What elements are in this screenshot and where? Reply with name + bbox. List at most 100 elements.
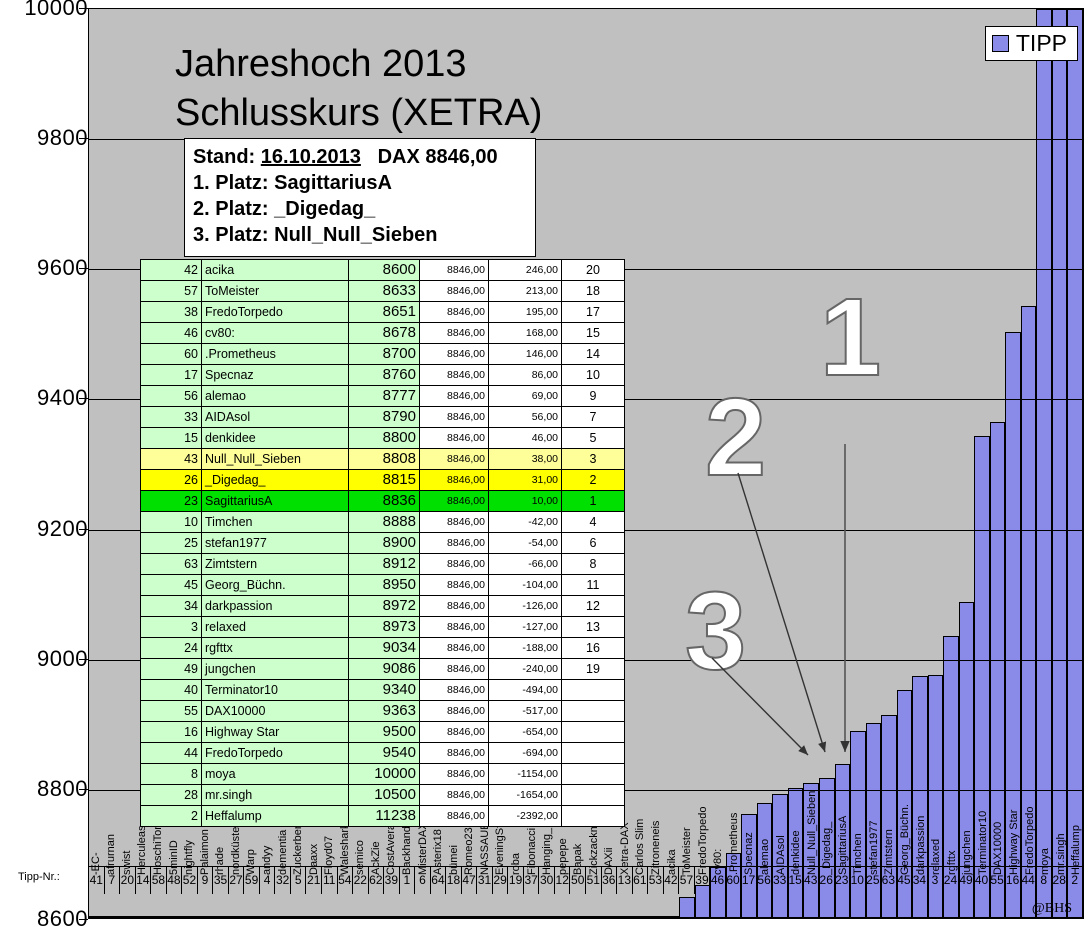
bar[interactable] bbox=[182, 916, 198, 918]
bar-column[interactable] bbox=[306, 9, 322, 918]
bar-column[interactable] bbox=[89, 9, 105, 918]
bar-column[interactable] bbox=[554, 9, 571, 918]
bar[interactable] bbox=[1036, 9, 1052, 918]
bar-column[interactable] bbox=[135, 9, 152, 918]
bar-column[interactable] bbox=[1020, 9, 1037, 918]
bar[interactable] bbox=[850, 730, 866, 918]
bar[interactable] bbox=[151, 916, 167, 918]
bar[interactable] bbox=[663, 916, 680, 918]
bar-column[interactable] bbox=[1005, 9, 1021, 918]
bar[interactable] bbox=[492, 916, 509, 918]
bar-column[interactable] bbox=[430, 9, 447, 918]
bar-column[interactable] bbox=[275, 9, 291, 918]
bar[interactable] bbox=[586, 916, 602, 918]
bar-column[interactable] bbox=[943, 9, 959, 918]
bar[interactable] bbox=[632, 916, 649, 918]
bar-column[interactable] bbox=[1051, 9, 1068, 918]
bar[interactable] bbox=[228, 916, 245, 918]
bar[interactable] bbox=[1005, 332, 1021, 918]
bar-column[interactable] bbox=[477, 9, 493, 918]
bar[interactable] bbox=[989, 421, 1006, 918]
bar-column[interactable] bbox=[648, 9, 664, 918]
bar-column[interactable] bbox=[259, 9, 276, 918]
bar-column[interactable] bbox=[927, 9, 944, 918]
bar[interactable] bbox=[508, 916, 524, 918]
bar[interactable] bbox=[321, 916, 338, 918]
bar[interactable] bbox=[756, 802, 773, 918]
bar-column[interactable] bbox=[228, 9, 245, 918]
bar[interactable] bbox=[570, 916, 586, 918]
bar-column[interactable] bbox=[244, 9, 260, 918]
bar-column[interactable] bbox=[368, 9, 385, 918]
bar-column[interactable] bbox=[787, 9, 804, 918]
bar-column[interactable] bbox=[523, 9, 540, 918]
bar-column[interactable] bbox=[679, 9, 695, 918]
bar-column[interactable] bbox=[151, 9, 167, 918]
bar[interactable] bbox=[679, 896, 695, 918]
bar-column[interactable] bbox=[834, 9, 851, 918]
bar[interactable] bbox=[477, 916, 493, 918]
bar-column[interactable] bbox=[399, 9, 416, 918]
bar[interactable] bbox=[881, 714, 897, 918]
bar-column[interactable] bbox=[290, 9, 307, 918]
bar[interactable] bbox=[787, 787, 804, 918]
bar[interactable] bbox=[803, 782, 819, 918]
bar-column[interactable] bbox=[213, 9, 229, 918]
bar[interactable] bbox=[694, 884, 711, 918]
bar-column[interactable] bbox=[803, 9, 819, 918]
bar[interactable] bbox=[912, 675, 928, 918]
bar-column[interactable] bbox=[570, 9, 586, 918]
bar[interactable] bbox=[943, 635, 959, 918]
bar-column[interactable] bbox=[461, 9, 478, 918]
bar[interactable] bbox=[290, 916, 307, 918]
bar[interactable] bbox=[430, 916, 447, 918]
bar-column[interactable] bbox=[1067, 9, 1083, 918]
bar[interactable] bbox=[523, 916, 540, 918]
bar-column[interactable] bbox=[617, 9, 633, 918]
bar-column[interactable] bbox=[958, 9, 975, 918]
bar[interactable] bbox=[384, 916, 400, 918]
bar-column[interactable] bbox=[741, 9, 757, 918]
bar[interactable] bbox=[554, 916, 571, 918]
bar-column[interactable] bbox=[772, 9, 788, 918]
bar-column[interactable] bbox=[415, 9, 431, 918]
bar-column[interactable] bbox=[337, 9, 354, 918]
bar[interactable] bbox=[834, 764, 851, 918]
bar[interactable] bbox=[89, 916, 105, 918]
bar[interactable] bbox=[166, 916, 183, 918]
bar[interactable] bbox=[772, 794, 788, 918]
bar[interactable] bbox=[601, 916, 618, 918]
bar-column[interactable] bbox=[197, 9, 214, 918]
bar-column[interactable] bbox=[166, 9, 183, 918]
bar[interactable] bbox=[244, 916, 260, 918]
bar[interactable] bbox=[927, 675, 944, 918]
bar[interactable] bbox=[415, 916, 431, 918]
bar-column[interactable] bbox=[508, 9, 524, 918]
bar[interactable] bbox=[1067, 9, 1083, 918]
bar-column[interactable] bbox=[1036, 9, 1052, 918]
bar[interactable] bbox=[741, 813, 757, 918]
bar[interactable] bbox=[1051, 9, 1068, 918]
bar-column[interactable] bbox=[756, 9, 773, 918]
bar[interactable] bbox=[120, 916, 136, 918]
bar[interactable] bbox=[539, 916, 555, 918]
bar-column[interactable] bbox=[446, 9, 462, 918]
bar[interactable] bbox=[213, 916, 229, 918]
bar-column[interactable] bbox=[694, 9, 711, 918]
bar-column[interactable] bbox=[989, 9, 1006, 918]
bar[interactable] bbox=[896, 690, 913, 918]
bar[interactable] bbox=[368, 916, 385, 918]
bar[interactable] bbox=[617, 916, 633, 918]
bar[interactable] bbox=[104, 916, 121, 918]
bar[interactable] bbox=[648, 916, 664, 918]
bar-column[interactable] bbox=[353, 9, 369, 918]
bar[interactable] bbox=[306, 916, 322, 918]
bar-column[interactable] bbox=[663, 9, 680, 918]
bar-column[interactable] bbox=[850, 9, 866, 918]
bar[interactable] bbox=[399, 916, 416, 918]
bar-column[interactable] bbox=[912, 9, 928, 918]
bar[interactable] bbox=[337, 916, 354, 918]
bar[interactable] bbox=[135, 916, 152, 918]
bar[interactable] bbox=[275, 916, 291, 918]
bar[interactable] bbox=[865, 722, 882, 918]
